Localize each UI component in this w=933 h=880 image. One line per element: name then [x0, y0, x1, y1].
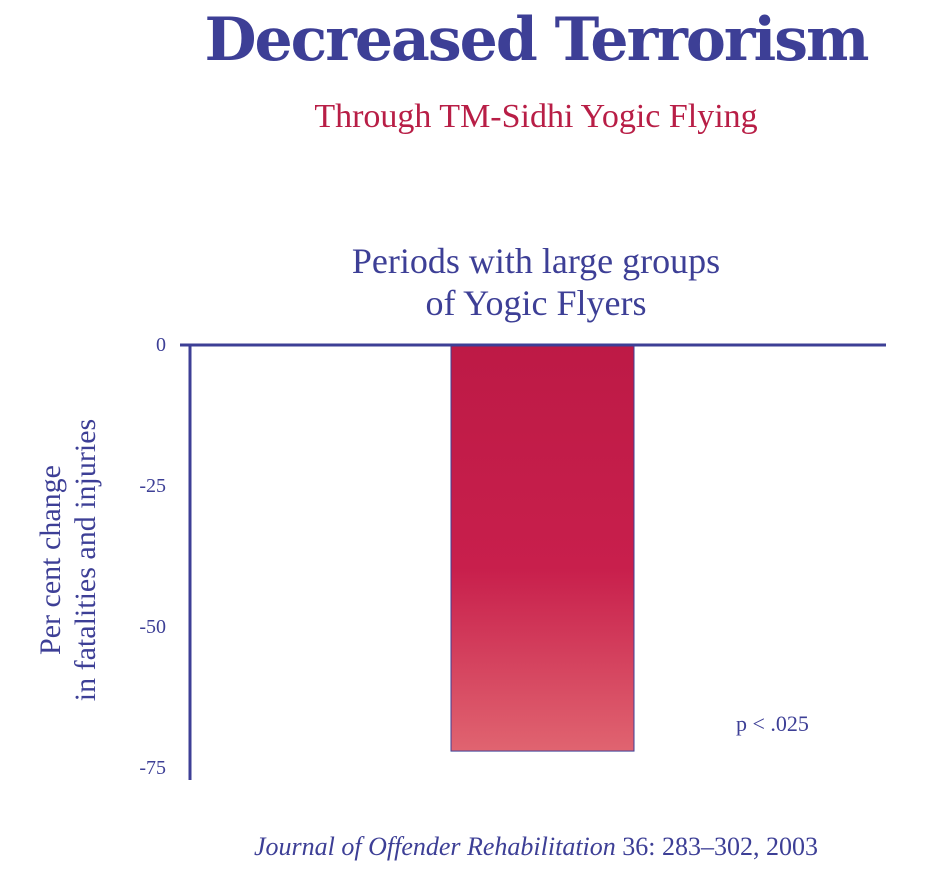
chart-subtitle: Through TM-Sidhi Yogic Flying — [314, 98, 758, 135]
citation-journal: Journal of Offender Rehabilitation — [253, 832, 616, 861]
citation-details: 36: 283–302, 2003 — [615, 832, 819, 861]
y-tick-label: -75 — [139, 757, 166, 779]
citation: Journal of Offender Rehabilitation 36: 2… — [0, 832, 933, 862]
bar-category-label: Periods with large groups of Yogic Flyer… — [0, 240, 933, 324]
chart-title: Decreased Terrorism — [204, 5, 869, 75]
bar — [450, 344, 635, 752]
y-tick-label: -25 — [139, 475, 166, 497]
y-tick-label: -50 — [139, 616, 166, 638]
y-tick-label: 0 — [156, 334, 166, 356]
bar-category-label-line-1: Periods with large groups — [351, 241, 721, 281]
bar-category-label-line-2: of Yogic Flyers — [425, 283, 647, 323]
significance-annotation: p < .025 — [736, 711, 809, 736]
